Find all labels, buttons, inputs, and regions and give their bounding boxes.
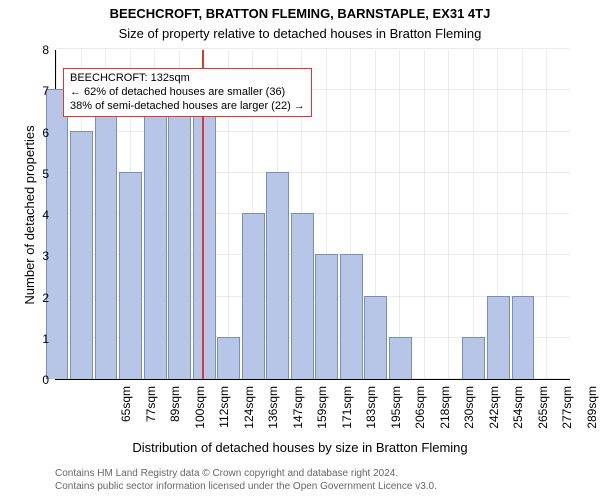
x-tick: 254sqm bbox=[511, 386, 525, 446]
histogram-bar bbox=[95, 89, 118, 379]
histogram-bar bbox=[512, 296, 535, 380]
y-tick: 0 bbox=[27, 373, 49, 387]
histogram-bar bbox=[119, 172, 142, 379]
histogram-bar bbox=[462, 337, 485, 379]
annotation-line: 38% of semi-detached houses are larger (… bbox=[70, 100, 305, 114]
histogram-bar bbox=[266, 172, 289, 379]
x-tick: 89sqm bbox=[168, 386, 182, 446]
histogram-bar bbox=[70, 131, 93, 380]
footer-text: Contains HM Land Registry data © Crown c… bbox=[55, 468, 437, 493]
histogram-bar bbox=[193, 89, 216, 379]
histogram-bar bbox=[364, 296, 387, 380]
x-tick: 265sqm bbox=[536, 386, 550, 446]
page-title: BEECHCROFT, BRATTON FLEMING, BARNSTAPLE,… bbox=[0, 6, 600, 21]
histogram-bar bbox=[168, 89, 191, 379]
x-tick: 230sqm bbox=[462, 386, 476, 446]
x-axis-title: Distribution of detached houses by size … bbox=[0, 440, 600, 455]
x-tick: 242sqm bbox=[487, 386, 501, 446]
grid-line bbox=[448, 50, 449, 379]
x-tick: 100sqm bbox=[193, 386, 207, 446]
x-tick: 147sqm bbox=[291, 386, 305, 446]
y-tick: 5 bbox=[27, 167, 49, 181]
y-tick: 7 bbox=[27, 84, 49, 98]
x-tick: 112sqm bbox=[217, 386, 231, 446]
grid-line bbox=[399, 50, 400, 379]
annotation-line: ← 62% of detached houses are smaller (36… bbox=[70, 86, 305, 100]
y-tick: 3 bbox=[27, 249, 49, 263]
annotation-box: BEECHCROFT: 132sqm← 62% of detached hous… bbox=[63, 68, 312, 117]
x-tick: 195sqm bbox=[389, 386, 403, 446]
histogram-bar bbox=[217, 337, 240, 379]
x-tick: 159sqm bbox=[315, 386, 329, 446]
x-tick: 171sqm bbox=[340, 386, 354, 446]
grid-line bbox=[56, 131, 570, 132]
x-tick: 183sqm bbox=[364, 386, 378, 446]
footer-line-1: Contains HM Land Registry data © Crown c… bbox=[55, 468, 437, 481]
y-tick: 4 bbox=[27, 208, 49, 222]
chart-subtitle: Size of property relative to detached ho… bbox=[0, 26, 600, 41]
histogram-bar bbox=[242, 213, 265, 379]
grid-line bbox=[473, 50, 474, 379]
histogram-bar bbox=[315, 254, 338, 379]
histogram-bar bbox=[487, 296, 510, 380]
grid-line bbox=[56, 48, 570, 49]
histogram-bar bbox=[340, 254, 363, 379]
y-tick: 8 bbox=[27, 43, 49, 57]
histogram-bar bbox=[144, 89, 167, 379]
y-tick: 1 bbox=[27, 332, 49, 346]
annotation-line: BEECHCROFT: 132sqm bbox=[70, 72, 305, 86]
x-tick: 206sqm bbox=[413, 386, 427, 446]
histogram-bar bbox=[46, 89, 69, 379]
histogram-bar bbox=[389, 337, 412, 379]
y-tick: 6 bbox=[27, 126, 49, 140]
x-tick: 77sqm bbox=[144, 386, 158, 446]
y-tick: 2 bbox=[27, 291, 49, 305]
x-tick: 124sqm bbox=[242, 386, 256, 446]
x-tick: 289sqm bbox=[585, 386, 599, 446]
histogram-bar bbox=[291, 213, 314, 379]
x-tick: 218sqm bbox=[438, 386, 452, 446]
chart-canvas: BEECHCROFT, BRATTON FLEMING, BARNSTAPLE,… bbox=[0, 0, 600, 500]
footer-line-2: Contains public sector information licen… bbox=[55, 481, 437, 494]
grid-line bbox=[546, 50, 547, 379]
x-tick: 277sqm bbox=[560, 386, 574, 446]
grid-line bbox=[424, 50, 425, 379]
x-tick: 136sqm bbox=[266, 386, 280, 446]
x-tick: 65sqm bbox=[119, 386, 133, 446]
